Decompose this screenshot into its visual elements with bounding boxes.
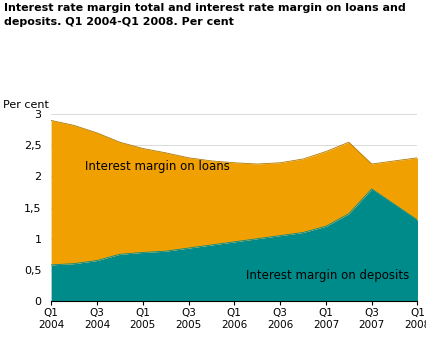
Text: Interest margin on loans: Interest margin on loans xyxy=(86,160,230,173)
Text: Interest margin on deposits: Interest margin on deposits xyxy=(246,269,409,282)
Text: Interest rate margin total and interest rate margin on loans and
deposits. Q1 20: Interest rate margin total and interest … xyxy=(4,3,406,27)
Text: Per cent: Per cent xyxy=(3,100,49,110)
